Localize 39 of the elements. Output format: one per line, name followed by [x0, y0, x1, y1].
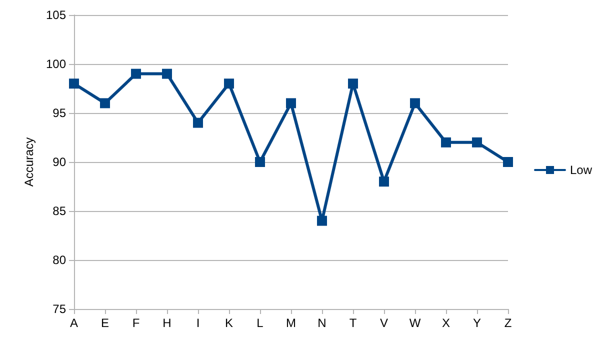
point — [379, 176, 389, 187]
point — [255, 157, 265, 167]
x-tick-label: E — [100, 316, 110, 330]
x-tick-label: H — [162, 316, 172, 330]
point — [131, 68, 141, 79]
point — [69, 78, 79, 89]
x-tick-label: F — [132, 316, 140, 330]
point — [193, 118, 203, 128]
y-axis-title: Accuracy — [22, 137, 36, 187]
point — [472, 137, 482, 148]
x-tick-label: I — [196, 316, 200, 330]
x-tick-label: K — [224, 316, 234, 330]
point — [348, 78, 358, 89]
point — [410, 98, 420, 108]
y-tick-label: 95 — [52, 106, 66, 120]
x-tick-label: Y — [472, 316, 482, 330]
x-tick-label: T — [349, 316, 358, 330]
point — [100, 98, 110, 108]
x-tick-label: X — [442, 316, 450, 330]
point — [503, 157, 513, 167]
y-tick-label: 80 — [52, 253, 66, 267]
y-tick-label: 90 — [52, 155, 66, 169]
y-tick-label: 75 — [52, 302, 66, 316]
x-tick-label: L — [256, 316, 264, 330]
point — [441, 137, 451, 148]
point — [317, 216, 327, 226]
point — [224, 78, 234, 89]
point — [162, 68, 172, 79]
y-tick-label: 85 — [52, 204, 66, 218]
legend-label: Low — [570, 163, 592, 177]
x-tick-label: Z — [504, 316, 512, 330]
point — [286, 98, 296, 108]
x-tick-label: W — [409, 316, 422, 330]
x-tick-label: A — [70, 316, 78, 330]
y-tick-label: 105 — [46, 8, 66, 22]
y-tick-label: 100 — [46, 57, 66, 71]
x-tick-label: M — [286, 316, 296, 330]
x-tick-label: N — [318, 316, 326, 330]
x-tick-label: V — [380, 316, 388, 330]
